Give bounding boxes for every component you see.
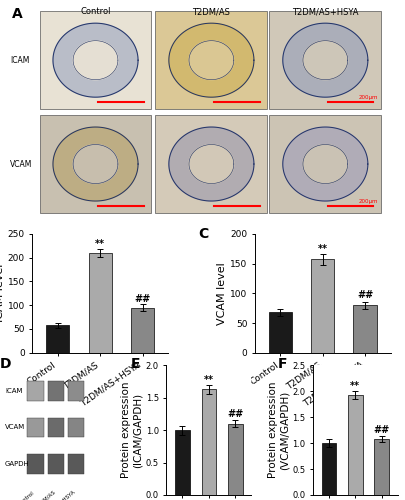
Bar bbox=[47, 418, 64, 437]
Polygon shape bbox=[73, 144, 118, 184]
Text: ##: ## bbox=[134, 294, 151, 304]
Text: Control: Control bbox=[17, 490, 36, 500]
Text: ##: ## bbox=[357, 290, 373, 300]
Text: E: E bbox=[131, 358, 141, 372]
Bar bbox=[68, 382, 84, 401]
Y-axis label: Protein expression
(ICAM/GAPDH): Protein expression (ICAM/GAPDH) bbox=[122, 382, 143, 478]
Text: VCAM: VCAM bbox=[10, 160, 32, 168]
Text: A: A bbox=[12, 7, 23, 21]
Text: Control: Control bbox=[80, 7, 111, 16]
Text: VCAM: VCAM bbox=[5, 424, 25, 430]
Text: 200μm: 200μm bbox=[358, 199, 378, 204]
Bar bbox=[28, 418, 44, 437]
Bar bbox=[47, 454, 64, 473]
Polygon shape bbox=[73, 40, 118, 80]
Bar bbox=[228, 424, 243, 495]
Bar bbox=[322, 443, 336, 495]
Text: **: ** bbox=[350, 380, 360, 390]
Bar bbox=[375, 439, 389, 495]
Text: T2DM/AS: T2DM/AS bbox=[192, 7, 230, 16]
Text: **: ** bbox=[204, 374, 214, 384]
Bar bbox=[47, 382, 64, 401]
Text: ##: ## bbox=[374, 426, 390, 436]
Polygon shape bbox=[189, 40, 234, 80]
Bar bbox=[269, 312, 292, 353]
Text: ICAM: ICAM bbox=[5, 388, 22, 394]
Bar bbox=[28, 454, 44, 473]
Bar bbox=[354, 305, 377, 353]
Y-axis label: Protein expression
(VCAM/GAPDH): Protein expression (VCAM/GAPDH) bbox=[268, 382, 290, 478]
Polygon shape bbox=[283, 23, 368, 97]
Text: **: ** bbox=[318, 244, 328, 254]
Polygon shape bbox=[189, 144, 234, 184]
FancyBboxPatch shape bbox=[40, 116, 151, 212]
Text: 200μm: 200μm bbox=[358, 95, 378, 100]
Polygon shape bbox=[53, 23, 138, 97]
Bar bbox=[68, 454, 84, 473]
Bar bbox=[175, 430, 190, 495]
Bar bbox=[202, 389, 216, 495]
Text: ICAM: ICAM bbox=[10, 56, 30, 64]
Bar bbox=[68, 418, 84, 437]
Text: T2DM/AS: T2DM/AS bbox=[34, 490, 56, 500]
Bar bbox=[28, 382, 44, 401]
Text: F: F bbox=[277, 358, 287, 372]
Polygon shape bbox=[169, 23, 254, 97]
FancyBboxPatch shape bbox=[156, 116, 267, 212]
Polygon shape bbox=[283, 127, 368, 201]
Text: T2DM/AS+HSYA: T2DM/AS+HSYA bbox=[292, 7, 358, 16]
Text: **: ** bbox=[95, 239, 105, 249]
Polygon shape bbox=[53, 127, 138, 201]
Bar bbox=[311, 260, 335, 353]
Text: T2DM/AS+HSYA: T2DM/AS+HSYA bbox=[39, 490, 76, 500]
Polygon shape bbox=[303, 40, 348, 80]
Text: ##: ## bbox=[227, 409, 243, 419]
Polygon shape bbox=[169, 127, 254, 201]
FancyBboxPatch shape bbox=[269, 12, 381, 109]
Y-axis label: VCAM level: VCAM level bbox=[217, 262, 227, 324]
FancyBboxPatch shape bbox=[40, 12, 151, 109]
Text: C: C bbox=[198, 226, 208, 240]
FancyBboxPatch shape bbox=[269, 116, 381, 212]
Bar bbox=[131, 308, 154, 353]
Text: GAPDH: GAPDH bbox=[5, 461, 30, 467]
Bar bbox=[46, 325, 70, 353]
Polygon shape bbox=[303, 144, 348, 184]
Bar bbox=[348, 395, 362, 495]
Text: D: D bbox=[0, 358, 11, 372]
Y-axis label: ICAM level: ICAM level bbox=[0, 264, 5, 322]
Bar bbox=[89, 253, 112, 353]
FancyBboxPatch shape bbox=[156, 12, 267, 109]
